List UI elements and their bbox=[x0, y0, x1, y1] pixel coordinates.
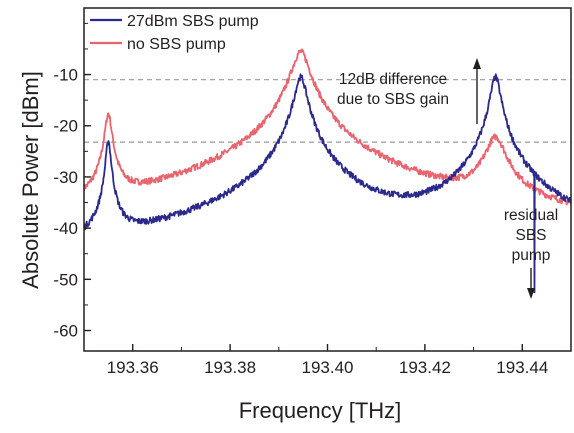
peak-point bbox=[494, 76, 497, 79]
peak-point bbox=[107, 113, 110, 115]
y-tick-label: -60 bbox=[53, 322, 78, 341]
peak-point bbox=[299, 50, 302, 53]
y-tick-label: -50 bbox=[53, 270, 78, 289]
peak-point bbox=[107, 140, 110, 143]
legend-label-pump: 27dBm SBS pump bbox=[127, 13, 259, 30]
legend: 27dBm SBS pump no SBS pump bbox=[90, 13, 259, 53]
reference-lines bbox=[84, 79, 571, 143]
gain-annotation: 12dB difference due to SBS gain bbox=[337, 58, 481, 124]
x-tick-label: 193.36 bbox=[107, 358, 159, 377]
y-tick-label: -10 bbox=[53, 66, 78, 85]
series-line-27dbm-sbs-pump bbox=[84, 73, 571, 294]
y-axis-title: Absolute Power [dBm] bbox=[18, 71, 43, 289]
y-tick-label: -20 bbox=[53, 117, 78, 136]
gain-annotation-line1: 12dB difference bbox=[339, 71, 447, 88]
y-tick-label: -40 bbox=[53, 219, 78, 238]
x-tick-label: 193.44 bbox=[496, 358, 548, 377]
x-axis-title: Frequency [THz] bbox=[239, 398, 402, 423]
x-tick-label: 193.40 bbox=[302, 358, 354, 377]
residual-annotation-line2: SBS bbox=[515, 227, 546, 244]
x-tick-label: 193.38 bbox=[204, 358, 256, 377]
x-axis-ticks: 193.36 193.38 193.40 193.42 193.44 bbox=[83, 344, 572, 377]
peak-point bbox=[494, 137, 497, 140]
series-line-no-sbs-pump bbox=[84, 48, 571, 206]
peak-point bbox=[533, 291, 536, 294]
x-tick-label: 193.42 bbox=[399, 358, 451, 377]
residual-pump-annotation: residual SBS pump bbox=[504, 207, 558, 299]
legend-label-no-pump: no SBS pump bbox=[127, 36, 226, 53]
residual-annotation-line1: residual bbox=[504, 207, 558, 224]
residual-annotation-line3: pump bbox=[512, 247, 551, 264]
gain-arrow-head bbox=[473, 58, 481, 69]
residual-arrow-head bbox=[527, 288, 535, 299]
y-tick-label: -30 bbox=[53, 168, 78, 187]
gain-annotation-line2: due to SBS gain bbox=[337, 91, 449, 108]
peak-point bbox=[299, 76, 302, 79]
series-layer bbox=[84, 48, 571, 294]
y-axis-ticks: -60 -50 -40 -30 -20 -10 bbox=[53, 22, 91, 341]
